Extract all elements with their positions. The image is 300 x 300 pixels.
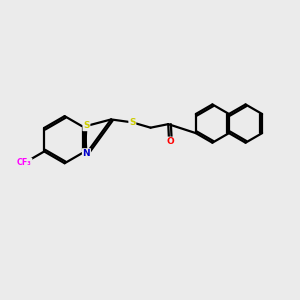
Text: CF₃: CF₃ — [17, 158, 32, 167]
Text: S: S — [129, 118, 136, 127]
Text: O: O — [167, 137, 174, 146]
Text: N: N — [82, 149, 90, 158]
Text: S: S — [83, 122, 90, 130]
